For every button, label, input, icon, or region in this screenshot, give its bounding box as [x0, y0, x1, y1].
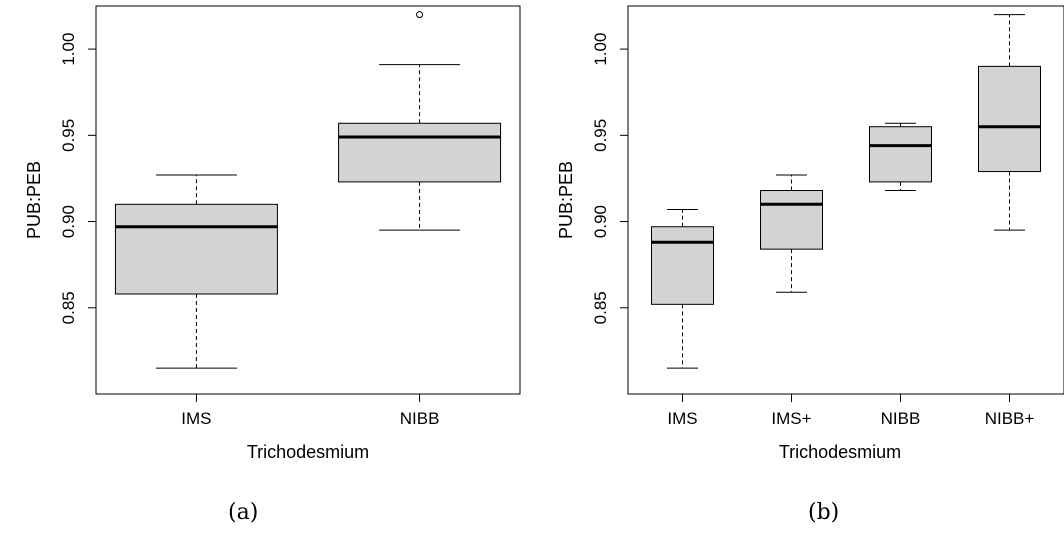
box-IMS — [652, 209, 714, 368]
y-tick-label: 0.90 — [59, 205, 78, 238]
y-tick-label: 0.85 — [591, 291, 610, 324]
y-axis-label: PUB:PEB — [24, 161, 44, 239]
y-tick-label: 1.00 — [591, 33, 610, 66]
y-tick-label: 0.95 — [59, 119, 78, 152]
x-axis-label: Trichodesmium — [779, 442, 901, 462]
box-body — [761, 191, 823, 250]
y-tick-label: 0.95 — [591, 119, 610, 152]
box-body — [115, 204, 277, 294]
box-body — [652, 227, 714, 305]
box-NIBB — [870, 123, 932, 190]
box-NIBB+ — [979, 15, 1041, 231]
box-body — [870, 127, 932, 182]
outlier-point — [417, 12, 423, 18]
x-tick-label: NIBB+ — [985, 409, 1035, 428]
caption-a: (a) — [228, 500, 258, 525]
plot-frame — [628, 6, 1064, 394]
y-tick-label: 0.85 — [59, 291, 78, 324]
box-body — [339, 123, 501, 182]
box-NIBB — [339, 12, 501, 231]
caption-b: (b) — [808, 500, 839, 525]
box-IMS+ — [761, 175, 823, 292]
x-tick-label: IMS — [667, 409, 697, 428]
panel-a: 0.85 0.90 0.95 1.00 PUB:PEB IMS NIBB Trichodesm… — [24, 6, 520, 462]
box-IMS — [115, 175, 277, 368]
y-tick-label: 1.00 — [59, 33, 78, 66]
panel-b: 0.85 0.90 0.95 1.00 PUB:PEB IMS IMS+ NIBB NIBB+ T… — [556, 6, 1064, 462]
x-axis-label: Trichodesmium — [247, 442, 369, 462]
x-tick-label: NIBB — [400, 409, 440, 428]
x-tick-label: IMS — [181, 409, 211, 428]
x-tick-label: IMS+ — [771, 409, 811, 428]
y-axis-label: PUB:PEB — [556, 161, 576, 239]
y-tick-label: 0.90 — [591, 205, 610, 238]
x-tick-label: NIBB — [881, 409, 921, 428]
box-body — [979, 66, 1041, 171]
